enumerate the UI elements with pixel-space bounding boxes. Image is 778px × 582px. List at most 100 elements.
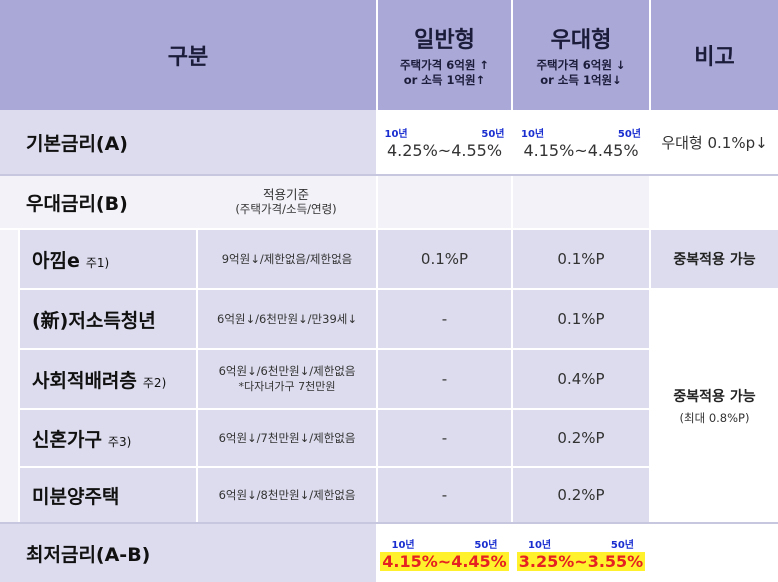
row-label-text: 신혼가구 — [32, 428, 102, 451]
row-preferred: 0.2%P — [513, 468, 649, 522]
min-rate-general-value: 4.15%~4.45% — [380, 551, 509, 571]
base-rate-label-text: 기본금리(A) — [26, 132, 128, 155]
base-rate-preferred: 10년 50년 4.15%~4.45% — [513, 110, 649, 174]
min-rate-general-terms: 10년 50년 — [392, 536, 498, 551]
row-general-value: - — [441, 486, 448, 504]
min-rate-label: 최저금리(A-B) — [0, 524, 376, 582]
row-preferred: 0.2%P — [513, 410, 649, 466]
row-note: 주1) — [85, 255, 110, 270]
row-preferred: 0.1%P — [513, 230, 649, 288]
row-criteria: 6억원↓/7천만원↓/제한없음 — [198, 410, 376, 466]
row-criteria-line1: 6억원↓/6천만원↓/제한없음 — [218, 364, 356, 378]
row-note: 주3) — [107, 434, 132, 449]
term-10y: 10년 — [521, 128, 545, 140]
min-rate-preferred-terms: 10년 50년 — [528, 536, 634, 551]
row-general: 0.1%P — [378, 230, 511, 288]
base-rate-general-value: 4.25%~4.55% — [386, 140, 503, 160]
row-general-value: 0.1%P — [420, 250, 469, 268]
row-preferred: 0.1%P — [513, 290, 649, 348]
remark-dup2-sub: (최대 0.8%P) — [679, 411, 750, 425]
row-general: - — [378, 350, 511, 408]
row-label-wrap: (新)저소득청년 — [32, 306, 156, 333]
row-label: 아낌e 주1) — [20, 230, 196, 288]
header-general-title: 일반형 — [414, 28, 475, 53]
base-rate-remark-text: 우대형 0.1%p↓ — [661, 133, 768, 152]
row-divider — [0, 522, 778, 524]
min-rate-preferred-value: 3.25%~3.55% — [516, 551, 646, 571]
min-rate-general: 10년 50년 4.15%~4.45% — [378, 524, 511, 582]
row-general-value: - — [441, 429, 448, 447]
row-note: 주2) — [142, 375, 167, 390]
row-preferred-value: 0.4%P — [557, 370, 605, 388]
term-10y: 10년 — [528, 539, 552, 551]
min-rate-preferred: 10년 50년 3.25%~3.55% — [513, 524, 649, 582]
row-preferred-value: 0.1%P — [557, 310, 605, 328]
row-criteria-line1: 6억원↓/8천만원↓/제한없음 — [218, 487, 356, 502]
header-general-line2: or 소득 1억원↑ — [403, 73, 486, 87]
base-rate-general-terms: 10년 50년 — [385, 125, 505, 140]
base-rate-general: 10년 50년 4.25%~4.55% — [378, 110, 511, 174]
row-criteria-line1: 9억원↓/제한없음/제한없음 — [221, 251, 353, 266]
row-criteria: 9억원↓/제한없음/제한없음 — [198, 230, 376, 288]
pref-criteria-title: 적용기준 — [262, 187, 309, 202]
row-label: 미분양주택 — [20, 468, 196, 522]
indent-strip — [0, 230, 18, 522]
row-label: (新)저소득청년 — [20, 290, 196, 348]
pref-general-empty — [378, 176, 511, 228]
row-label-wrap: 신혼가구 주3) — [32, 425, 131, 452]
row-preferred-value: 0.2%P — [557, 429, 605, 447]
remark-dup1: 중복적용 가능 — [651, 230, 778, 288]
row-general: - — [378, 290, 511, 348]
row-preferred-value: 0.1%P — [557, 250, 605, 268]
row-preferred: 0.4%P — [513, 350, 649, 408]
row-criteria: 6억원↓/6천만원↓/제한없음 *다자녀가구 7천만원 — [198, 350, 376, 408]
header-preferred-line2: or 소득 1억원↓ — [540, 73, 622, 87]
row-label-text: (新)저소득청년 — [32, 309, 156, 332]
term-50y: 50년 — [474, 539, 498, 551]
term-10y: 10년 — [391, 539, 415, 551]
remark-dup2-text: 중복적용 가능 — [673, 389, 756, 405]
pref-criteria-sub: (주택가격/소득/연령) — [235, 202, 337, 216]
row-label-text: 미분양주택 — [32, 485, 120, 508]
row-general-value: - — [441, 370, 448, 388]
pref-preferred-empty — [513, 176, 649, 228]
remark-dup1-text: 중복적용 가능 — [673, 252, 756, 268]
header-preferred: 우대형 주택가격 6억원 ↓ or 소득 1억원↓ — [513, 0, 649, 110]
header-category: 구분 — [0, 0, 376, 110]
term-50y: 50년 — [481, 128, 505, 140]
min-rate-label-text: 최저금리(A-B) — [26, 543, 151, 566]
term-10y: 10년 — [384, 128, 408, 140]
row-label-text: 아낌e — [32, 249, 80, 272]
row-label-wrap: 아낌e 주1) — [32, 246, 109, 273]
row-label: 사회적배려층 주2) — [20, 350, 196, 408]
row-criteria: 6억원↓/8천만원↓/제한없음 — [198, 468, 376, 522]
remark-dup2: 중복적용 가능 (최대 0.8%P) — [651, 290, 778, 522]
row-criteria: 6억원↓/6천만원↓/만39세↓ — [198, 290, 376, 348]
row-label-wrap: 미분양주택 — [32, 482, 119, 509]
row-label-text: 사회적배려층 — [32, 369, 137, 392]
pref-criteria-header: 적용기준 (주택가격/소득/연령) — [196, 176, 376, 228]
term-50y: 50년 — [617, 128, 641, 140]
row-criteria-line1: 6억원↓/7천만원↓/제한없음 — [218, 430, 356, 445]
header-category-text: 구분 — [167, 45, 209, 70]
row-criteria-line2: *다자녀가구 7천만원 — [238, 380, 336, 393]
row-divider — [0, 174, 778, 176]
base-rate-preferred-value: 4.15%~4.45% — [523, 140, 639, 160]
base-rate-remark: 우대형 0.1%p↓ — [651, 110, 778, 174]
pref-rate-label: 우대금리(B) — [0, 176, 196, 228]
base-rate-label: 기본금리(A) — [0, 110, 376, 174]
row-preferred-value: 0.2%P — [557, 486, 605, 504]
remark-top-empty — [651, 176, 778, 228]
header-preferred-line1: 주택가격 6억원 ↓ — [536, 58, 626, 72]
term-50y: 50년 — [610, 539, 634, 551]
row-general-value: - — [441, 310, 448, 328]
row-general: - — [378, 468, 511, 522]
row-criteria-line1: 6억원↓/6천만원↓/만39세↓ — [217, 311, 357, 326]
row-general: - — [378, 410, 511, 466]
header-preferred-title: 우대형 — [550, 28, 612, 53]
row-label: 신혼가구 주3) — [20, 410, 196, 466]
pref-rate-label-text: 우대금리(B) — [26, 192, 128, 215]
min-rate-remark — [651, 524, 778, 582]
header-general: 일반형 주택가격 6억원 ↑ or 소득 1억원↑ — [378, 0, 511, 110]
